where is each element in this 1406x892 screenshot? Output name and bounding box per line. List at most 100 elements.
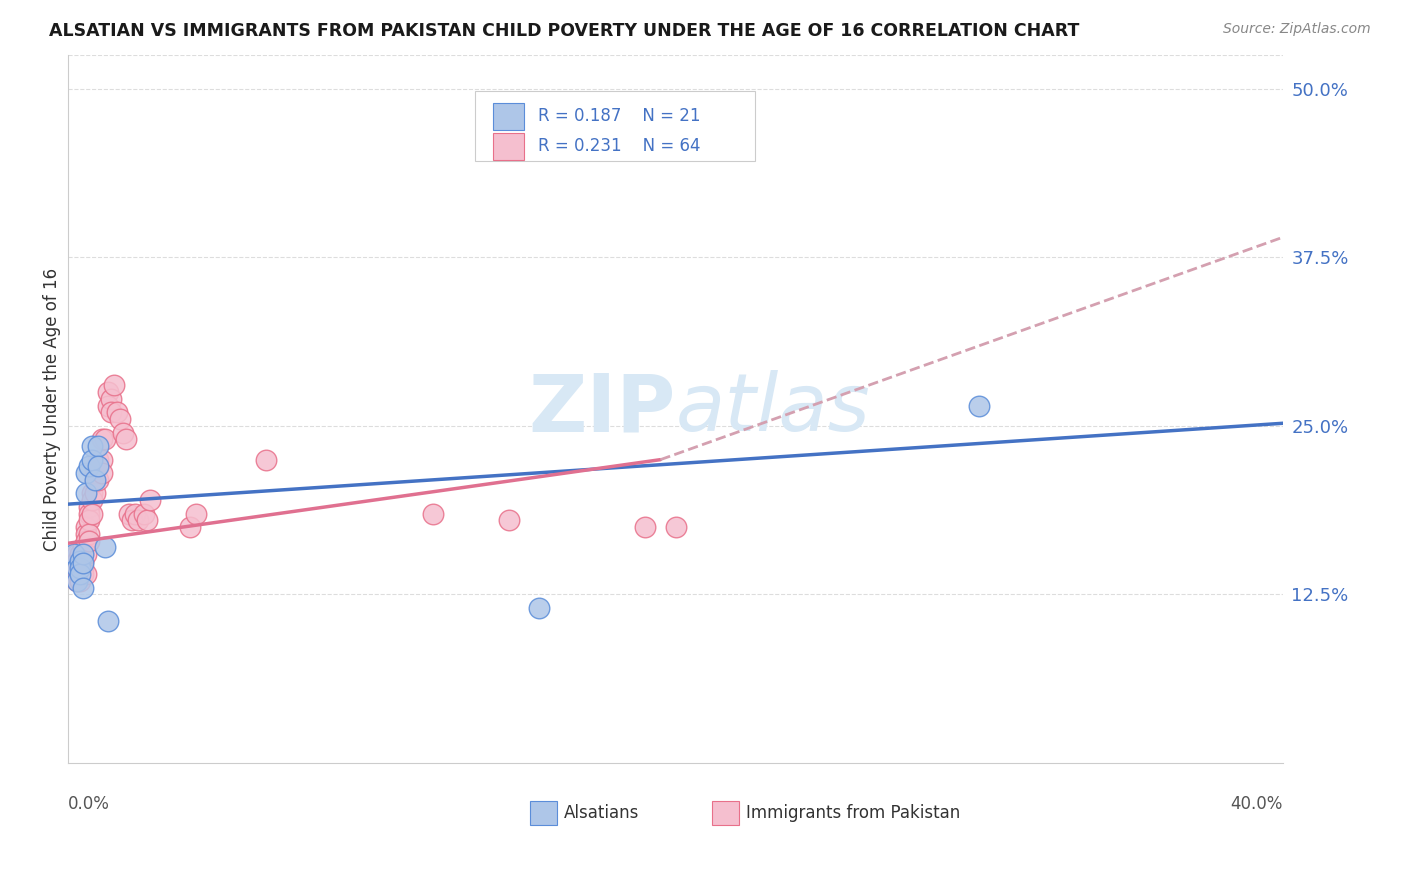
Point [75, 520, 97, 534]
Point [254, 452, 277, 467]
FancyBboxPatch shape [494, 133, 523, 160]
Point [79, 459, 101, 474]
Point [75, 526, 97, 541]
Point [90, 452, 112, 467]
Point [75, 486, 97, 500]
Point [97, 385, 120, 400]
Point [498, 513, 520, 527]
Point [665, 520, 688, 534]
Point [79, 507, 101, 521]
Point [87, 459, 110, 474]
Point [63, 557, 86, 571]
Point [75, 533, 97, 548]
Point [84, 473, 107, 487]
FancyBboxPatch shape [711, 801, 738, 825]
Point [118, 507, 141, 521]
Text: ZIP: ZIP [529, 370, 676, 448]
Point [60, 567, 83, 582]
Point [63, 567, 86, 582]
Point [79, 526, 101, 541]
Point [527, 601, 550, 615]
Point [82, 486, 104, 500]
Point [72, 547, 94, 561]
Text: R = 0.231    N = 64: R = 0.231 N = 64 [538, 137, 700, 155]
Point [87, 459, 110, 474]
Point [127, 513, 149, 527]
Point [69, 567, 91, 582]
Point [93, 541, 115, 555]
Point [90, 466, 112, 480]
Point [97, 399, 120, 413]
Point [82, 493, 104, 508]
Text: 0.0%: 0.0% [67, 795, 110, 813]
Point [69, 554, 91, 568]
Point [90, 433, 112, 447]
Point [136, 513, 159, 527]
Point [69, 560, 91, 574]
Point [121, 513, 143, 527]
FancyBboxPatch shape [475, 90, 755, 161]
Point [84, 473, 107, 487]
Point [97, 615, 120, 629]
Text: R = 0.187    N = 21: R = 0.187 N = 21 [538, 107, 700, 126]
Point [124, 507, 146, 521]
Point [79, 500, 101, 514]
Point [634, 520, 657, 534]
Point [108, 412, 131, 426]
Point [87, 473, 110, 487]
Point [100, 405, 122, 419]
Point [139, 493, 162, 508]
Point [105, 405, 128, 419]
Point [82, 439, 104, 453]
Point [69, 560, 91, 574]
Point [69, 574, 91, 588]
Point [60, 560, 83, 574]
Point [66, 560, 89, 574]
Text: Immigrants from Pakistan: Immigrants from Pakistan [747, 804, 960, 822]
Point [184, 507, 207, 521]
Point [72, 554, 94, 568]
Text: ALSATIAN VS IMMIGRANTS FROM PAKISTAN CHILD POVERTY UNDER THE AGE OF 16 CORRELATI: ALSATIAN VS IMMIGRANTS FROM PAKISTAN CHI… [49, 22, 1080, 40]
Y-axis label: Child Poverty Under the Age of 16: Child Poverty Under the Age of 16 [44, 268, 60, 550]
Point [72, 567, 94, 582]
Point [422, 507, 444, 521]
Point [63, 547, 86, 561]
Point [87, 452, 110, 467]
FancyBboxPatch shape [494, 103, 523, 130]
Point [72, 547, 94, 561]
Point [72, 581, 94, 595]
Point [82, 452, 104, 467]
Point [72, 541, 94, 555]
Point [79, 513, 101, 527]
Point [66, 547, 89, 561]
Point [103, 378, 125, 392]
Point [75, 567, 97, 582]
Point [79, 533, 101, 548]
Point [69, 547, 91, 561]
Point [179, 520, 201, 534]
Text: 40.0%: 40.0% [1230, 795, 1284, 813]
Point [87, 439, 110, 453]
Point [66, 574, 89, 588]
Point [82, 507, 104, 521]
Point [72, 560, 94, 574]
Point [84, 466, 107, 480]
Point [75, 466, 97, 480]
Text: atlas: atlas [676, 370, 870, 448]
Point [84, 486, 107, 500]
Point [66, 554, 89, 568]
Point [100, 392, 122, 406]
Text: Source: ZipAtlas.com: Source: ZipAtlas.com [1223, 22, 1371, 37]
Point [66, 560, 89, 574]
Point [132, 507, 155, 521]
Point [969, 399, 991, 413]
Point [69, 554, 91, 568]
Point [66, 574, 89, 588]
FancyBboxPatch shape [530, 801, 557, 825]
Text: Alsatians: Alsatians [564, 804, 640, 822]
Point [63, 560, 86, 574]
Point [75, 547, 97, 561]
Point [93, 433, 115, 447]
Point [111, 425, 134, 440]
Point [114, 433, 136, 447]
